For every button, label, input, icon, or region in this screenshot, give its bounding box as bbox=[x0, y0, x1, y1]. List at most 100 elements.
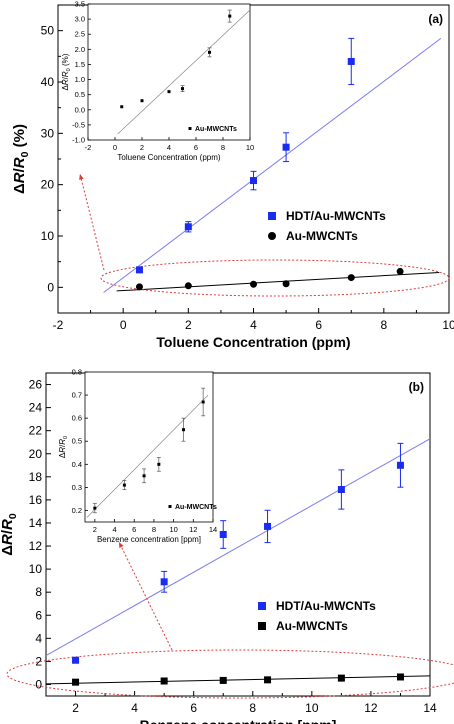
pointer-line bbox=[118, 541, 173, 651]
fit-line-hdt bbox=[46, 438, 430, 657]
inset-x-tick-label: -2 bbox=[85, 143, 92, 152]
x-axis-label: Toluene Concentration (ppm) bbox=[156, 334, 350, 350]
au-point bbox=[282, 280, 290, 288]
inset-point bbox=[167, 90, 171, 94]
legend-marker bbox=[258, 602, 266, 610]
y-tick-label: 20 bbox=[29, 447, 43, 461]
y-tick-label: 30 bbox=[41, 126, 55, 140]
inset-x-tick-label: 8 bbox=[221, 143, 225, 152]
panel-label: (b) bbox=[409, 380, 424, 394]
plot-frame bbox=[45, 372, 431, 697]
inset-y-tick-label: 1.5 bbox=[75, 60, 85, 69]
y-axis-label: ΔR/R0 (%) bbox=[11, 124, 31, 194]
inset-legend-label: Au-MWCNTs bbox=[175, 504, 217, 511]
inset-point bbox=[201, 400, 205, 404]
hdt-point bbox=[337, 486, 345, 494]
legend-label: Au-MWCNTs bbox=[286, 229, 358, 243]
x-tick-label: -2 bbox=[53, 318, 64, 332]
x-tick-label: 8 bbox=[380, 318, 387, 332]
x-tick-label: 6 bbox=[315, 318, 322, 332]
hdt-point bbox=[184, 223, 192, 231]
inset-y-tick-label: 0.5 bbox=[75, 90, 85, 99]
legend-label: Au-MWCNTs bbox=[276, 619, 348, 633]
au-point bbox=[396, 267, 404, 275]
inset-y-tick-label: -1.0 bbox=[72, 136, 85, 145]
x-tick-label: 2 bbox=[185, 318, 192, 332]
y-tick-label: 14 bbox=[29, 516, 43, 530]
inset-point bbox=[228, 14, 232, 18]
y-tick-label: 8 bbox=[35, 585, 42, 599]
au-point bbox=[72, 678, 80, 686]
hdt-point bbox=[347, 57, 355, 65]
y-tick-label: 24 bbox=[29, 401, 43, 415]
inset-x-tick-label: 12 bbox=[189, 525, 197, 534]
y-tick-label: 0 bbox=[35, 677, 42, 691]
y-tick-label: 16 bbox=[29, 493, 43, 507]
fit-line-au bbox=[46, 675, 430, 685]
inset-y-axis-label: ΔR/R0 (%) bbox=[61, 53, 72, 90]
x-tick-label: 0 bbox=[120, 318, 127, 332]
inset-chart: 2 4 6 8 10 12 14 0.2 0.3 0.4 0.5 0.6 0.7 0.8 Benzene c… bbox=[58, 368, 217, 545]
au-point bbox=[250, 280, 257, 288]
inset-y-tick-label: 0.4 bbox=[72, 460, 82, 469]
x-tick-label: 10 bbox=[442, 318, 454, 332]
inset-y-tick-label: 0.7 bbox=[72, 391, 82, 400]
inset-x-tick-label: 8 bbox=[152, 525, 156, 534]
inset-x-axis-label: Benzene concentration [ppm] bbox=[97, 535, 201, 544]
inset-x-tick-label: 4 bbox=[112, 525, 116, 534]
hdt-point bbox=[135, 266, 143, 274]
au-point bbox=[347, 274, 355, 282]
inset-y-tick-label: 2.5 bbox=[75, 30, 85, 39]
au-point bbox=[184, 282, 192, 290]
y-axis-label: ΔR/R0 bbox=[0, 513, 19, 556]
inset-y-tick-label: 0.0 bbox=[75, 105, 85, 114]
legend-label: HDT/Au-MWCNTs bbox=[276, 599, 376, 613]
x-tick-label: 2 bbox=[72, 701, 79, 715]
inset-x-tick-label: 10 bbox=[246, 143, 254, 152]
fit-line-au bbox=[116, 271, 440, 292]
pointer-line bbox=[79, 173, 105, 271]
y-tick-label: 0 bbox=[47, 280, 54, 294]
inset-point bbox=[181, 428, 185, 432]
y-tick-label: 10 bbox=[29, 562, 43, 576]
inset-y-tick-label: 3.0 bbox=[75, 15, 85, 24]
inset-fit-line bbox=[117, 9, 251, 135]
y-tick-label: 6 bbox=[35, 608, 42, 622]
au-point bbox=[396, 673, 404, 681]
au-point bbox=[160, 677, 168, 685]
inset-legend-marker bbox=[188, 127, 192, 130]
legend-marker bbox=[268, 212, 276, 220]
au-point bbox=[135, 283, 143, 291]
hdt-point bbox=[219, 531, 227, 538]
inset-legend-label: Au-MWCNTs bbox=[195, 126, 237, 133]
inset-point bbox=[122, 483, 126, 487]
inset-x-tick-label: 4 bbox=[167, 143, 171, 152]
inset-fit-line bbox=[86, 394, 209, 518]
inset-point bbox=[208, 50, 211, 54]
inset-y-tick-label: 0.5 bbox=[72, 437, 82, 446]
inset-x-tick-label: 2 bbox=[93, 525, 97, 534]
inset-y-axis-label: ΔR/R0 bbox=[58, 436, 69, 458]
inset-point bbox=[120, 105, 124, 109]
au-point bbox=[264, 676, 272, 684]
legend-marker bbox=[258, 622, 266, 630]
y-tick-label: 22 bbox=[29, 424, 43, 438]
y-tick-label: 50 bbox=[41, 24, 55, 38]
inset-y-tick-label: -0.5 bbox=[72, 120, 85, 129]
inset-point bbox=[181, 87, 184, 91]
pointer-arrowhead bbox=[119, 542, 124, 548]
inset-chart: -2 0 2 4 6 8 10 -1.0 -0.5 0.0 0.5 1.0 1.5 2.0 2.5 3.0 3.… bbox=[61, 0, 254, 162]
inset-y-tick-label: 0.2 bbox=[72, 506, 82, 515]
inset-x-tick-label: 0 bbox=[113, 143, 117, 152]
highlight-ellipse bbox=[100, 259, 450, 297]
hdt-point bbox=[160, 578, 168, 586]
hdt-point bbox=[396, 461, 404, 469]
y-tick-label: 40 bbox=[41, 75, 55, 89]
fit-line-hdt bbox=[103, 37, 442, 293]
y-tick-label: 26 bbox=[29, 378, 43, 392]
inset-y-tick-label: 0.3 bbox=[72, 483, 82, 492]
inset-x-tick-label: 10 bbox=[169, 525, 177, 534]
legend-label: HDT/Au-MWCNTs bbox=[286, 209, 386, 223]
